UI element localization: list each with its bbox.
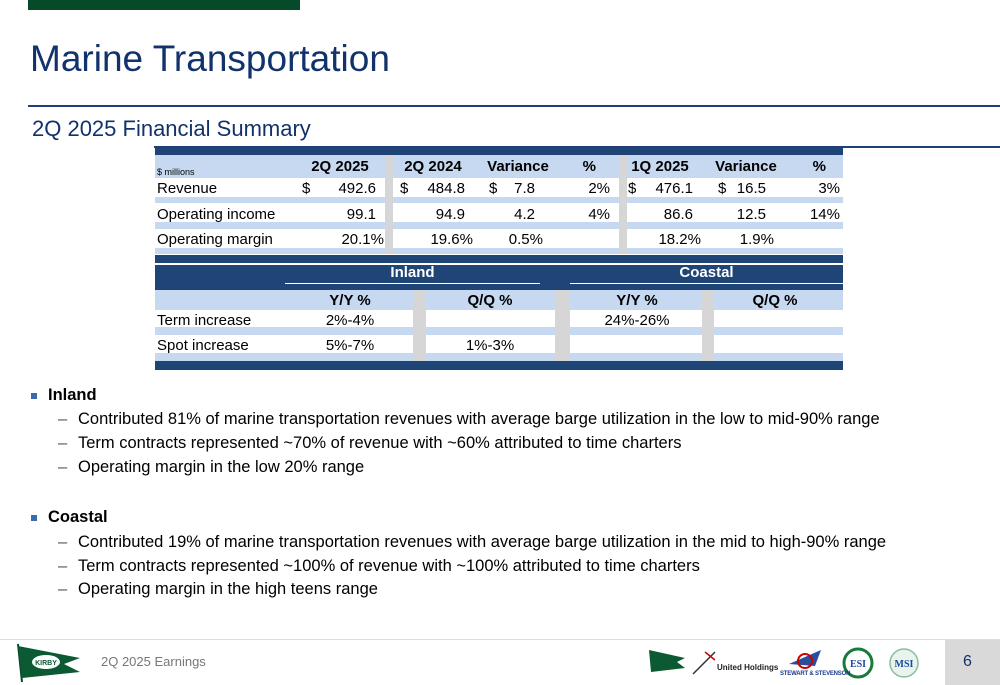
dash-icon: – <box>58 458 68 476</box>
dash-icon: – <box>58 557 68 575</box>
col-header: 2Q 2024 <box>404 158 462 175</box>
units-label: $ millions <box>157 167 195 177</box>
dash-icon: – <box>58 410 68 428</box>
kirby-flag-logo: KIRBY <box>17 643 80 683</box>
page-number: 6 <box>963 653 972 670</box>
col-header: Variance <box>715 158 777 175</box>
subcol-header: Q/Q % <box>467 292 513 309</box>
financial-summary-table <box>155 148 843 370</box>
group-header-coastal: Coastal <box>679 264 734 281</box>
col-header: 1Q 2025 <box>631 158 689 175</box>
col-header: % <box>582 158 596 175</box>
svg-text:MSI: MSI <box>895 659 914 670</box>
footer-divider <box>0 639 1000 640</box>
col-header: Variance <box>487 158 549 175</box>
svg-text:United Holdings: United Holdings <box>717 663 779 672</box>
bullet-item: Contributed 81% of marine transportation… <box>78 410 880 428</box>
bullet-item: Contributed 19% of marine transportation… <box>78 533 887 551</box>
bullet-item: Operating margin in the high teens range <box>78 580 378 598</box>
subcol-header: Y/Y % <box>616 292 658 309</box>
subcol-header: Y/Y % <box>329 292 371 309</box>
page-number-box <box>945 640 1000 685</box>
group-header-inland: Inland <box>390 264 435 281</box>
dash-icon: – <box>58 533 68 551</box>
dash-icon: – <box>58 434 68 452</box>
bullet-heading-inland: Inland <box>48 386 97 404</box>
col-header: 2Q 2025 <box>311 158 369 175</box>
bullet-item: Term contracts represented ~100% of reve… <box>78 557 700 575</box>
svg-text:KIRBY: KIRBY <box>35 660 57 667</box>
title-divider <box>28 105 1000 107</box>
footer-label: 2Q 2025 Earnings <box>101 654 206 669</box>
top-accent-bar <box>28 0 300 10</box>
subcol-header: Q/Q % <box>752 292 798 309</box>
dash-icon: – <box>58 580 68 598</box>
page-title: Marine Transportation <box>30 38 390 79</box>
col-header: % <box>812 158 826 175</box>
svg-text:ESI: ESI <box>850 659 866 670</box>
bullet-square-icon <box>31 515 37 521</box>
bullet-heading-coastal: Coastal <box>48 508 108 526</box>
subtitle-divider <box>154 146 1000 148</box>
partner-logos: United Holdings ESI MSI <box>649 647 919 679</box>
bullet-item: Term contracts represented ~70% of reven… <box>78 434 682 452</box>
bullet-item: Operating margin in the low 20% range <box>78 458 365 476</box>
bullet-square-icon <box>31 393 37 399</box>
section-subtitle: 2Q 2025 Financial Summary <box>32 116 311 141</box>
stewart-stevenson-logo-label: Stewart & Stevenson <box>780 671 851 677</box>
